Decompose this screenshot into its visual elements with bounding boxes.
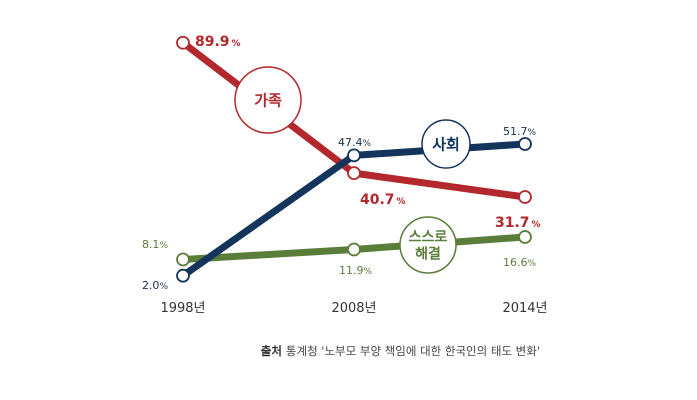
value-label-스스로-해결-0: 8.1% xyxy=(142,238,169,251)
value-label-사회-0: 2.0% xyxy=(142,279,169,292)
series-label-circle xyxy=(399,216,457,274)
value-label-가족-0: 89.9% xyxy=(195,34,241,50)
value-label-스스로-해결-2: 16.6% xyxy=(503,256,537,269)
data-point-가족-1 xyxy=(347,166,361,181)
data-point-스스로-해결-1 xyxy=(347,242,361,257)
value-label-사회-2: 51.7% xyxy=(503,125,537,138)
value-label-사회-1: 47.4% xyxy=(338,136,372,149)
data-point-스스로-해결-2 xyxy=(518,230,532,244)
source-label: 출처 xyxy=(260,344,282,358)
data-point-사회-0 xyxy=(176,268,190,283)
data-point-사회-2 xyxy=(518,137,532,151)
value-label-가족-1: 40.7% xyxy=(360,192,406,208)
x-tick-label-1: 2008년 xyxy=(331,301,376,316)
source-caption: 출처 통계청 '노부모 부양 책임에 대한 한국인의 태도 변화' xyxy=(0,343,540,359)
data-point-가족-0 xyxy=(176,35,190,50)
source-text: 통계청 '노부모 부양 책임에 대한 한국인의 태도 변화' xyxy=(285,344,540,358)
value-label-스스로-해결-1: 11.9% xyxy=(339,264,373,277)
value-label-가족-2: 31.7% xyxy=(495,215,541,231)
x-tick-label-0: 1998년 xyxy=(160,301,205,316)
series-label-text: 가족 xyxy=(254,91,282,109)
series-label-text: 해결 xyxy=(415,246,441,263)
series-label-text: 사회 xyxy=(432,135,460,153)
data-point-가족-2 xyxy=(518,190,532,204)
series-label-가족: 가족 xyxy=(234,66,302,134)
series-label-text: 스스로 xyxy=(409,230,448,246)
series-label-사회: 사회 xyxy=(421,119,471,169)
series-label-circle xyxy=(421,119,471,169)
series-label-circle xyxy=(234,66,302,134)
data-point-스스로-해결-0 xyxy=(176,252,190,267)
data-point-사회-1 xyxy=(347,148,361,163)
x-tick-label-2: 2014년 xyxy=(502,301,547,316)
